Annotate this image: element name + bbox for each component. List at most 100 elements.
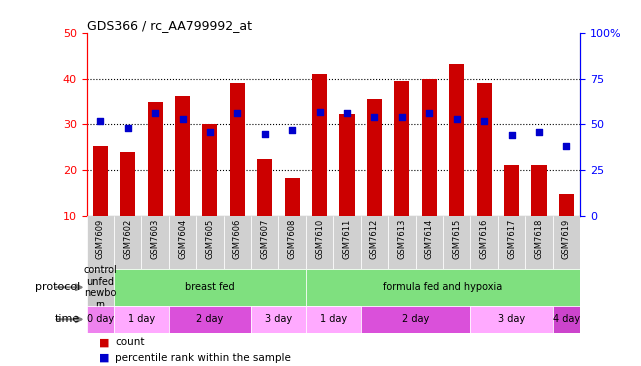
- Bar: [498, 216, 525, 269]
- Text: GSM7610: GSM7610: [315, 219, 324, 259]
- Bar: [394, 81, 410, 216]
- Bar: [477, 83, 492, 216]
- Bar: [87, 216, 114, 269]
- Text: 2 day: 2 day: [402, 314, 429, 324]
- Text: GSM7619: GSM7619: [562, 219, 571, 259]
- Bar: [361, 216, 388, 269]
- Text: 4 day: 4 day: [553, 314, 580, 324]
- Bar: [388, 216, 415, 269]
- Text: GSM7602: GSM7602: [123, 219, 132, 259]
- Text: 1 day: 1 day: [320, 314, 347, 324]
- Bar: [230, 83, 245, 216]
- Text: GSM7603: GSM7603: [151, 219, 160, 259]
- Bar: [93, 146, 108, 216]
- Text: GSM7604: GSM7604: [178, 219, 187, 259]
- Bar: [169, 306, 251, 333]
- Point: [534, 129, 544, 135]
- Bar: [306, 306, 361, 333]
- Text: GDS366 / rc_AA799992_at: GDS366 / rc_AA799992_at: [87, 19, 251, 32]
- Text: GSM7612: GSM7612: [370, 219, 379, 259]
- Bar: [114, 216, 142, 269]
- Bar: [306, 216, 333, 269]
- Bar: [504, 165, 519, 216]
- Bar: [415, 216, 443, 269]
- Bar: [361, 306, 470, 333]
- Text: formula fed and hypoxia: formula fed and hypoxia: [383, 282, 503, 292]
- Text: GSM7605: GSM7605: [205, 219, 215, 259]
- Text: control
unfed
newbo
rn: control unfed newbo rn: [83, 265, 117, 310]
- Point: [232, 111, 242, 116]
- Point: [397, 114, 407, 120]
- Text: protocol: protocol: [35, 282, 80, 292]
- Point: [260, 131, 270, 137]
- Bar: [470, 306, 553, 333]
- Text: GSM7608: GSM7608: [288, 219, 297, 259]
- Text: GSM7609: GSM7609: [96, 219, 104, 259]
- Bar: [114, 306, 169, 333]
- Text: GSM7611: GSM7611: [342, 219, 351, 259]
- Text: 3 day: 3 day: [265, 314, 292, 324]
- Point: [479, 118, 489, 124]
- Text: 1 day: 1 day: [128, 314, 155, 324]
- Bar: [449, 64, 464, 216]
- Bar: [312, 74, 327, 216]
- Text: GSM7606: GSM7606: [233, 219, 242, 259]
- Bar: [257, 159, 272, 216]
- Text: GSM7617: GSM7617: [507, 219, 516, 259]
- Text: GSM7618: GSM7618: [535, 219, 544, 259]
- Bar: [367, 99, 382, 216]
- Text: GSM7616: GSM7616: [479, 219, 488, 259]
- Bar: [285, 179, 300, 216]
- Bar: [175, 96, 190, 216]
- Bar: [531, 165, 547, 216]
- Bar: [470, 216, 498, 269]
- Bar: [422, 79, 437, 216]
- Bar: [306, 269, 580, 306]
- Bar: [224, 216, 251, 269]
- Point: [122, 125, 133, 131]
- Text: time: time: [55, 314, 80, 324]
- Text: count: count: [115, 337, 145, 347]
- Point: [178, 116, 188, 122]
- Text: GSM7614: GSM7614: [425, 219, 434, 259]
- Text: 3 day: 3 day: [498, 314, 525, 324]
- Bar: [87, 306, 114, 333]
- Bar: [147, 102, 163, 216]
- Point: [342, 111, 352, 116]
- Point: [287, 127, 297, 133]
- Bar: [251, 216, 278, 269]
- Point: [95, 118, 105, 124]
- Bar: [120, 152, 135, 216]
- Point: [150, 111, 160, 116]
- Bar: [333, 216, 361, 269]
- Text: breast fed: breast fed: [185, 282, 235, 292]
- Text: 0 day: 0 day: [87, 314, 114, 324]
- Text: ■: ■: [99, 353, 110, 363]
- Point: [562, 143, 572, 149]
- Bar: [525, 216, 553, 269]
- Point: [315, 109, 325, 115]
- Bar: [553, 216, 580, 269]
- Bar: [553, 306, 580, 333]
- Bar: [87, 269, 114, 306]
- Bar: [559, 194, 574, 216]
- Bar: [340, 114, 354, 216]
- Point: [369, 114, 379, 120]
- Text: GSM7613: GSM7613: [397, 219, 406, 259]
- Bar: [196, 216, 224, 269]
- Point: [424, 111, 435, 116]
- Bar: [169, 216, 196, 269]
- Bar: [142, 216, 169, 269]
- Point: [451, 116, 462, 122]
- Text: percentile rank within the sample: percentile rank within the sample: [115, 353, 291, 363]
- Bar: [251, 306, 306, 333]
- Text: GSM7615: GSM7615: [452, 219, 462, 259]
- Text: ■: ■: [99, 337, 110, 347]
- Text: 2 day: 2 day: [196, 314, 224, 324]
- Point: [506, 132, 517, 138]
- Point: [205, 129, 215, 135]
- Bar: [114, 269, 306, 306]
- Bar: [203, 124, 217, 216]
- Text: GSM7607: GSM7607: [260, 219, 269, 259]
- Bar: [278, 216, 306, 269]
